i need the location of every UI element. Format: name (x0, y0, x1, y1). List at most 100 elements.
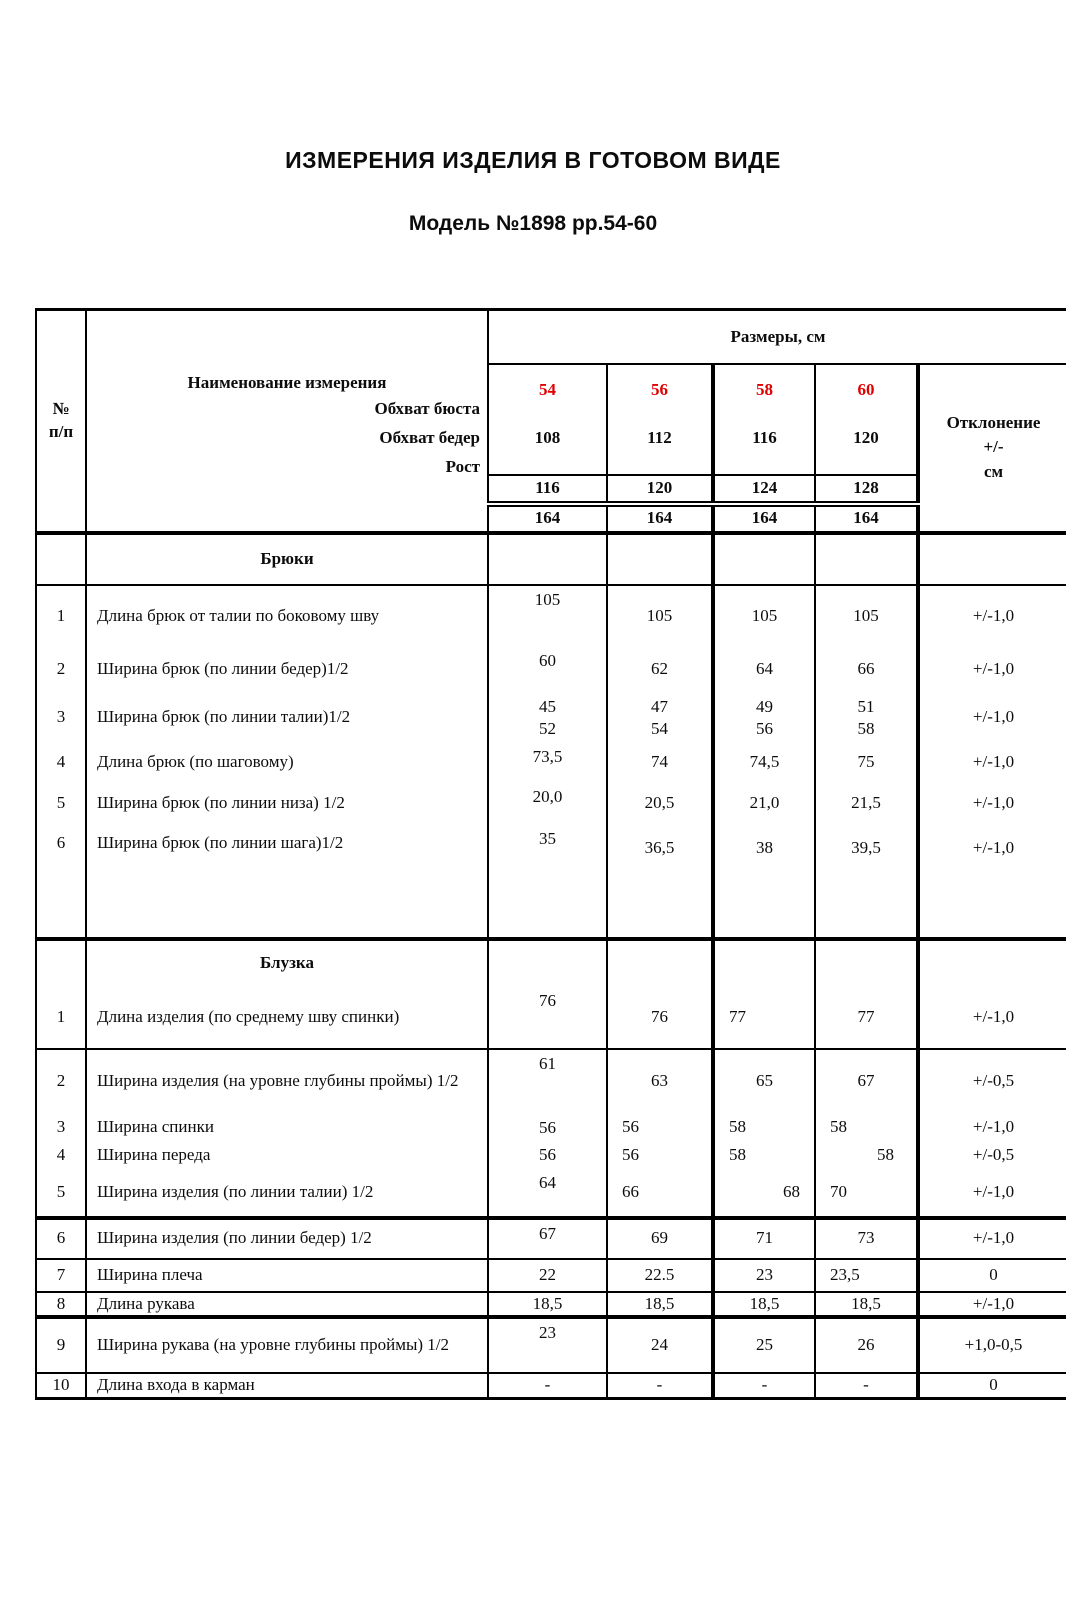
measurement-value: 64 (488, 1168, 608, 1220)
model-subtitle: Модель №1898 рр.54-60 (408, 212, 658, 235)
measurement-value: 61 (488, 1048, 608, 1114)
row-number: 8 (35, 1291, 87, 1319)
table-row: 2 Ширина брюк (по линии бедер)1/2 60 62 … (35, 646, 1066, 693)
table-row: 7 Ширина плеча 22 22.5 23 23,5 0 (35, 1258, 1066, 1293)
table-row: 3 Ширина брюк (по линии талии)1/2 45 52 … (35, 692, 1066, 743)
table-row: 3 Ширина спинки 56 56 58 58 +/-1,0 (35, 1113, 1066, 1142)
height-value: 164 (607, 503, 715, 535)
row-number: 2 (35, 1048, 87, 1114)
col-header-name: Наименование измерения Обхват бюста Обхв… (86, 308, 489, 535)
measurement-value: 58 (815, 1113, 920, 1142)
measurement-name: Длина брюк (по шаговому) (86, 742, 489, 783)
measurement-value: 105 (607, 584, 715, 647)
measurement-value: 45 52 (488, 692, 608, 743)
measurement-value: 67 (815, 1048, 920, 1114)
measurement-value: 56 (607, 1141, 715, 1169)
size-column-header: 58 116 (713, 363, 816, 476)
deviation-value: +/-1,0 (972, 707, 1015, 727)
measurement-value: 21,5 (815, 782, 920, 825)
measurement-value: 36,5 (607, 824, 715, 941)
deviation-value: +1,0-0,5 (918, 1316, 1066, 1374)
table-row: 1 Длина брюк от талии по боковому шву 10… (35, 584, 1066, 647)
row-number: 1 (35, 986, 87, 1050)
deviation-value: +/-1,0 (972, 1117, 1015, 1137)
row-number: 4 (35, 742, 87, 783)
measurement-name: Ширина плеча (86, 1258, 489, 1293)
measurement-value: 18,5 (815, 1291, 920, 1319)
measurement-value: - (713, 1372, 816, 1401)
section-header-row: Блузка (35, 938, 1066, 987)
measurement-value: 77 (815, 986, 920, 1050)
col-header-num: № п/п (35, 308, 87, 535)
table-row: 5 Ширина брюк (по линии низа) 1/2 20,0 2… (35, 782, 1066, 825)
table-row: 5 Ширина изделия (по линии талии) 1/2 64… (35, 1168, 1066, 1220)
deviation-value: +/-0,5 (972, 1071, 1015, 1091)
row-number: 5 (35, 1168, 87, 1220)
sizes-header: Размеры, см (488, 308, 1066, 365)
table-row: 6 Ширина брюк (по линии шага)1/2 35 36,5… (35, 824, 1066, 941)
bust-58-value: 116 (752, 427, 777, 447)
measurement-value: 66 (607, 1168, 715, 1220)
measurement-name: Ширина брюк (по линии бедер)1/2 (86, 646, 489, 693)
table-row: 8 Длина рукава 18,5 18,5 18,5 18,5 +/-1,… (35, 1291, 1066, 1319)
measurement-value: 18,5 (607, 1291, 715, 1319)
row-number: 10 (35, 1372, 87, 1401)
measurement-value: 64 (713, 646, 816, 693)
measurement-value: 23,5 (815, 1258, 920, 1293)
hips-value: 124 (713, 474, 816, 507)
measurement-value: - (815, 1372, 920, 1401)
measurement-value: 23 (488, 1316, 608, 1374)
measurement-value: 47 54 (607, 692, 715, 743)
measurement-value: 105 (488, 584, 608, 647)
section-title: Брюки (86, 532, 489, 586)
height-value: 164 (488, 503, 608, 535)
measurement-value: 22.5 (607, 1258, 715, 1293)
row-number: 4 (35, 1141, 87, 1169)
measurement-value: 76 (607, 986, 715, 1050)
measurement-value: 71 (713, 1217, 816, 1260)
row-number: 2 (35, 646, 87, 693)
measurement-name: Ширина брюк (по линии низа) 1/2 (86, 782, 489, 825)
measurement-value: 75 (815, 742, 920, 783)
deviation-value: +/-1,0 (972, 793, 1015, 813)
measurement-name: Длина входа в карман (86, 1372, 489, 1401)
size-60-label: 60 (857, 379, 875, 399)
measurement-name: Ширина изделия (по линии бедер) 1/2 (86, 1217, 489, 1260)
row-number: 5 (35, 782, 87, 825)
measurement-value: 18,5 (713, 1291, 816, 1319)
measurement-value: 18,5 (488, 1291, 608, 1319)
deviation-value: +/-1,0 (918, 1217, 1066, 1260)
size-column-header: 60 120 (815, 363, 920, 476)
measurement-value: - (488, 1372, 608, 1401)
measurement-value: 20,0 (488, 782, 608, 825)
measurement-value: 77 (713, 986, 816, 1050)
measurement-value: 73,5 (488, 742, 608, 783)
measurement-value: 68 (713, 1168, 816, 1220)
measurement-name: Ширина переда (86, 1141, 489, 1169)
measurement-value: 20,5 (607, 782, 715, 825)
measurement-name: Ширина спинки (86, 1113, 489, 1142)
deviation-value: 0 (918, 1372, 1066, 1401)
row-number: 3 (35, 692, 87, 743)
height-value: 164 (713, 503, 816, 535)
row-number: 7 (35, 1258, 87, 1293)
measurement-name: Длина изделия (по среднему шву спинки) (86, 986, 489, 1050)
measurements-table: № п/п Наименование измерения Обхват бюст… (35, 308, 1066, 1401)
measurement-name: Ширина изделия (на уровне глубины проймы… (86, 1048, 489, 1114)
measurement-value: 66 (815, 646, 920, 693)
measurement-name: Ширина рукава (на уровне глубины проймы)… (86, 1316, 489, 1374)
measurement-value: 35 (488, 824, 608, 941)
measurement-value: 70 (815, 1168, 920, 1220)
table-row: 10 Длина входа в карман - - - - 0 (35, 1372, 1066, 1401)
measurement-name: Ширина брюк (по линии талии)1/2 (86, 692, 489, 743)
deviation-value: +/-1,0 (918, 986, 1066, 1050)
table-row: 4 Длина брюк (по шаговому) 73,5 74 74,5 … (35, 742, 1066, 783)
table-row: 1 Длина изделия (по среднему шву спинки)… (35, 986, 1066, 1050)
size-column-header: 54 108 (488, 363, 608, 476)
section-title: Блузка (86, 938, 489, 987)
deviation-value: +/-1,0 (972, 752, 1015, 772)
measurement-value: 22 (488, 1258, 608, 1293)
measurement-name: Длина брюк от талии по боковому шву (86, 584, 489, 647)
measurement-value: 105 (713, 584, 816, 647)
